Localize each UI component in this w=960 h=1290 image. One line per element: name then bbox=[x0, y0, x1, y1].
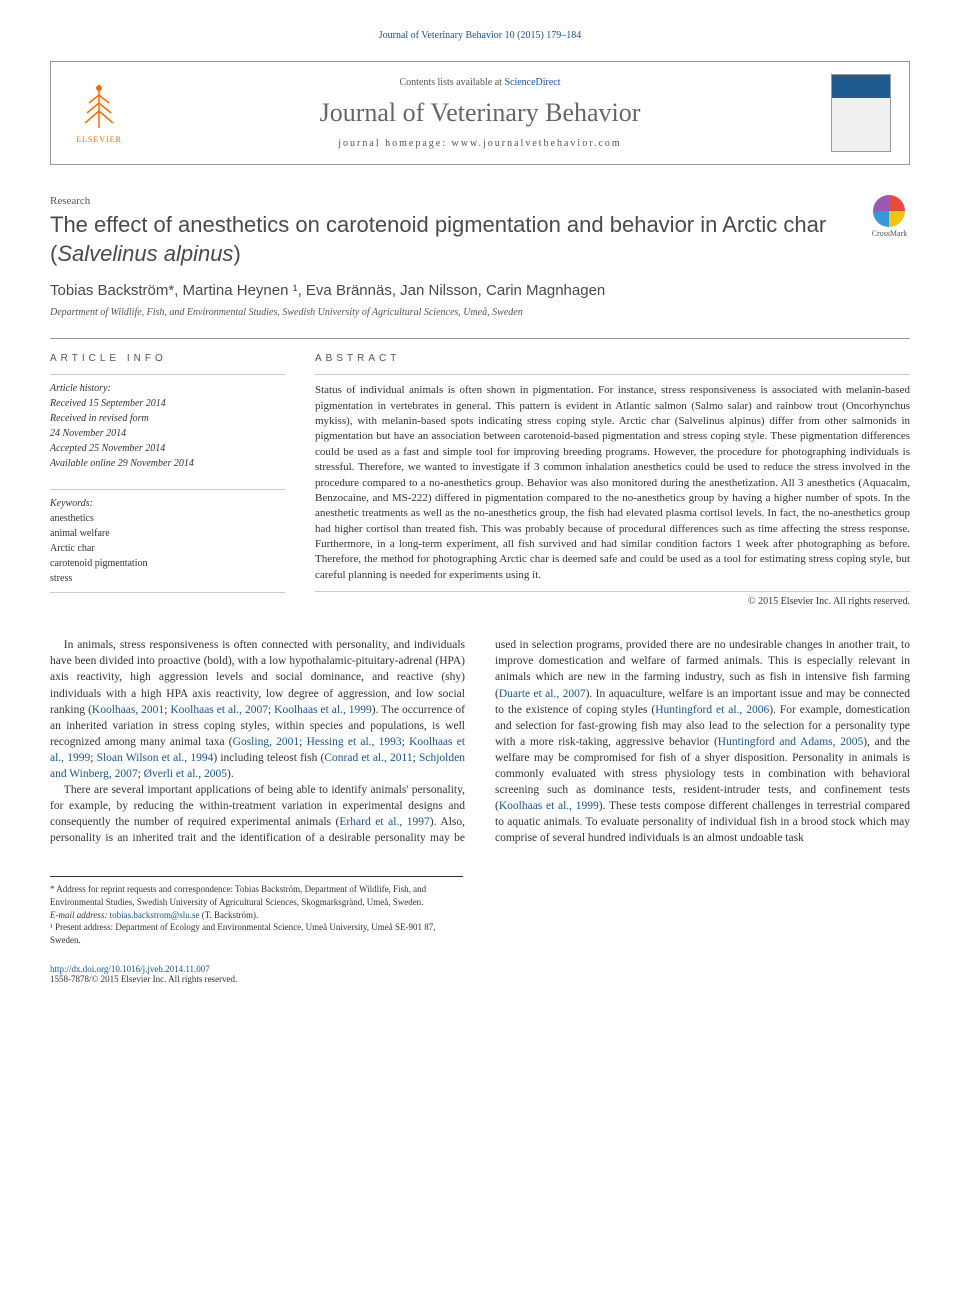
citation-link[interactable]: Koolhaas et al., 1999 bbox=[274, 704, 372, 716]
present-address-footnote: ¹ Present address: Department of Ecology… bbox=[50, 921, 463, 946]
history-revised-line1: Received in revised form bbox=[50, 411, 285, 426]
journal-cover-thumbnail bbox=[831, 74, 891, 152]
p1-text: ) including teleost fish ( bbox=[213, 752, 324, 764]
section-label: Research bbox=[50, 195, 849, 207]
citation-link[interactable]: Huntingford and Adams, 2005 bbox=[718, 736, 863, 748]
crossmark-widget[interactable]: CrossMark bbox=[869, 195, 910, 238]
title-close: ) bbox=[233, 241, 240, 266]
citation-link[interactable]: Erhard et al., 1997 bbox=[339, 816, 429, 828]
email-link[interactable]: tobias.backstrom@slu.se bbox=[110, 910, 200, 920]
citation-link[interactable]: Conrad et al., 2011 bbox=[324, 752, 412, 764]
sciencedirect-link[interactable]: ScienceDirect bbox=[504, 77, 560, 88]
crossmark-label: CrossMark bbox=[872, 229, 908, 238]
affiliation: Department of Wildlife, Fish, and Enviro… bbox=[50, 307, 910, 318]
body-text: In animals, stress responsiveness is oft… bbox=[50, 637, 910, 846]
history-accepted: Accepted 25 November 2014 bbox=[50, 441, 285, 456]
history-online: Available online 29 November 2014 bbox=[50, 456, 285, 471]
keyword-item: carotenoid pigmentation bbox=[50, 556, 285, 571]
keywords-label: Keywords: bbox=[50, 496, 285, 511]
homepage-url: www.journalvetbehavior.com bbox=[451, 138, 621, 149]
crossmark-icon bbox=[873, 195, 905, 227]
article-title: The effect of anesthetics on carotenoid … bbox=[50, 211, 849, 268]
email-footnote: E-mail address: tobias.backstrom@slu.se … bbox=[50, 909, 463, 922]
p1-text: ). bbox=[227, 768, 234, 780]
elsevier-tree-icon bbox=[77, 83, 122, 133]
citation-link[interactable]: Huntingford et al., 2006 bbox=[655, 704, 769, 716]
citation-link[interactable]: Koolhaas et al., 1999 bbox=[499, 800, 599, 812]
citation-link[interactable]: Duarte et al., 2007 bbox=[499, 688, 586, 700]
email-suffix: (T. Backström). bbox=[199, 910, 258, 920]
history-revised-line2: 24 November 2014 bbox=[50, 426, 285, 441]
journal-reference: Journal of Veterinary Behavior 10 (2015)… bbox=[50, 30, 910, 41]
keyword-item: stress bbox=[50, 571, 285, 586]
keyword-item: animal welfare bbox=[50, 526, 285, 541]
elsevier-label: ELSEVIER bbox=[76, 135, 122, 144]
contents-prefix: Contents lists available at bbox=[399, 77, 504, 88]
keywords-block: Keywords: anesthetics animal welfare Arc… bbox=[50, 489, 285, 593]
masthead: ELSEVIER Contents lists available at Sci… bbox=[50, 61, 910, 165]
article-history: Article history: Received 15 September 2… bbox=[50, 374, 285, 471]
issn-copyright-line: 1558-7878/© 2015 Elsevier Inc. All right… bbox=[50, 974, 237, 984]
keyword-item: Arctic char bbox=[50, 541, 285, 556]
authors-line: Tobias Backström*, Martina Heynen ¹, Eva… bbox=[50, 282, 910, 299]
journal-title: Journal of Veterinary Behavior bbox=[149, 98, 811, 128]
elsevier-logo: ELSEVIER bbox=[69, 78, 129, 148]
doi-link[interactable]: http://dx.doi.org/10.1016/j.jveb.2014.11… bbox=[50, 964, 210, 974]
history-label: Article history: bbox=[50, 381, 285, 396]
citation-link[interactable]: Gosling, 2001 bbox=[233, 736, 300, 748]
keyword-item: anesthetics bbox=[50, 511, 285, 526]
title-species: Salvelinus alpinus bbox=[57, 241, 233, 266]
correspondence-footnote: * Address for reprint requests and corre… bbox=[50, 883, 463, 908]
article-info-heading: ARTICLE INFO bbox=[50, 353, 285, 364]
journal-homepage-line: journal homepage: www.journalvetbehavior… bbox=[149, 138, 811, 149]
body-paragraph-1: In animals, stress responsiveness is oft… bbox=[50, 637, 465, 782]
abstract-heading: ABSTRACT bbox=[315, 353, 910, 364]
citation-link[interactable]: Hessing et al., 1993 bbox=[307, 736, 402, 748]
p1-sep: ; bbox=[402, 736, 409, 748]
footnotes: * Address for reprint requests and corre… bbox=[50, 876, 463, 946]
p1-sep: ; bbox=[299, 736, 306, 748]
citation-link[interactable]: Sloan Wilson et al., 1994 bbox=[97, 752, 214, 764]
email-label: E-mail address: bbox=[50, 910, 110, 920]
footer: http://dx.doi.org/10.1016/j.jveb.2014.11… bbox=[50, 964, 910, 984]
homepage-prefix: journal homepage: bbox=[338, 138, 451, 149]
abstract-copyright: © 2015 Elsevier Inc. All rights reserved… bbox=[315, 596, 910, 607]
citation-link[interactable]: Øverli et al., 2005 bbox=[144, 768, 227, 780]
abstract-text: Status of individual animals is often sh… bbox=[315, 374, 910, 592]
citation-link[interactable]: Koolhaas et al., 2007 bbox=[170, 704, 268, 716]
contents-available-line: Contents lists available at ScienceDirec… bbox=[149, 77, 811, 88]
history-received: Received 15 September 2014 bbox=[50, 396, 285, 411]
citation-link[interactable]: Koolhaas, 2001 bbox=[92, 704, 164, 716]
